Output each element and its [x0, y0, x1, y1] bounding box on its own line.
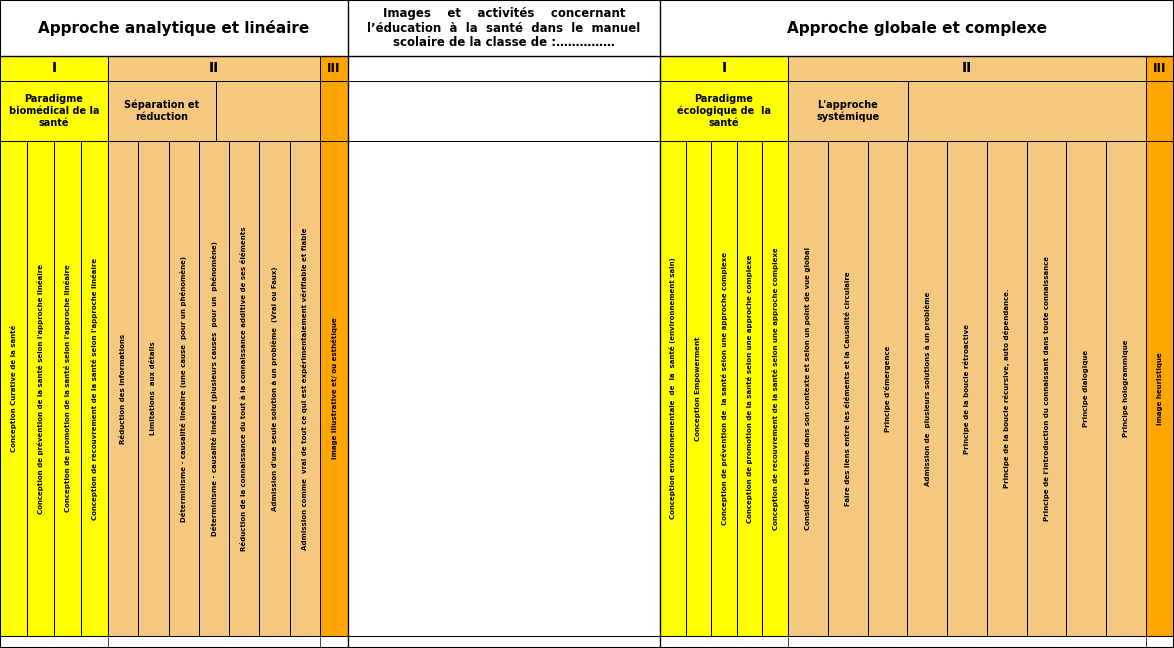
Bar — [908, 81, 1146, 141]
Text: Image illustrative et/ ou esthétique: Image illustrative et/ ou esthétique — [331, 318, 337, 459]
Bar — [321, 81, 348, 141]
Text: I: I — [722, 62, 727, 76]
Text: Image heuristique: Image heuristique — [1158, 352, 1163, 425]
Bar — [348, 636, 660, 648]
Bar — [27, 141, 54, 636]
Bar — [711, 141, 737, 636]
Text: Admission de  plusieurs solutions à un problème: Admission de plusieurs solutions à un pr… — [924, 292, 931, 486]
Bar — [1146, 141, 1174, 636]
Bar — [660, 0, 1174, 56]
Bar — [169, 141, 198, 636]
Bar — [868, 141, 908, 636]
Text: Conception de promotion de la santé selon l'approche linéaire: Conception de promotion de la santé selo… — [65, 264, 70, 513]
Bar — [828, 141, 868, 636]
Bar — [0, 0, 348, 56]
Bar — [660, 81, 788, 141]
Text: Principe de l'introduction du connaissant dans toute connaissance: Principe de l'introduction du connaissan… — [1044, 256, 1050, 521]
Bar — [788, 81, 908, 141]
Text: Conception Curative de la santé: Conception Curative de la santé — [11, 325, 16, 452]
Bar — [1146, 81, 1174, 141]
Text: Déterminisme - causalité linéaire (une cause  pour un phénomène): Déterminisme - causalité linéaire (une c… — [181, 255, 187, 522]
Text: Réduction des informations: Réduction des informations — [120, 334, 126, 444]
Bar — [762, 141, 788, 636]
Bar — [660, 141, 686, 636]
Text: Principe de la boucle rétroactive: Principe de la boucle rétroactive — [964, 323, 971, 454]
Text: II: II — [962, 62, 972, 76]
Bar — [947, 141, 987, 636]
Text: Conception de prévention de la santé selon l'approche linéaire: Conception de prévention de la santé sel… — [38, 264, 43, 513]
Text: Principe dialogique: Principe dialogique — [1084, 350, 1089, 427]
Text: I: I — [52, 62, 56, 76]
Bar — [908, 141, 947, 636]
Text: Déterminisme - causalité linéaire (plusieurs causes  pour un  phénomène): Déterminisme - causalité linéaire (plusi… — [210, 241, 217, 536]
Bar — [139, 141, 169, 636]
Text: Approche analytique et linéaire: Approche analytique et linéaire — [39, 20, 310, 36]
Text: Conception de recouvrement de la santé selon l'approche linéaire: Conception de recouvrement de la santé s… — [92, 257, 97, 520]
Bar — [0, 56, 108, 81]
Bar — [216, 81, 321, 141]
Bar — [0, 636, 348, 648]
Bar — [737, 141, 762, 636]
Text: Réduction de la connaissance du tout à la connaissance additive de ses éléments: Réduction de la connaissance du tout à l… — [242, 226, 248, 551]
Bar — [686, 141, 711, 636]
Bar — [108, 56, 321, 81]
Text: Conception Empowerment: Conception Empowerment — [695, 336, 701, 441]
Text: Paradigme
écologique de  la
santé: Paradigme écologique de la santé — [677, 94, 771, 128]
Bar — [987, 141, 1027, 636]
Bar — [348, 81, 660, 141]
Bar — [660, 636, 1174, 648]
Bar — [198, 141, 229, 636]
Bar — [788, 141, 828, 636]
Bar — [290, 141, 321, 636]
Bar — [229, 141, 259, 636]
Text: Admission comme  vrai de tout ce qui est expérimentalement vérifiable et fiable: Admission comme vrai de tout ce qui est … — [302, 227, 309, 550]
Bar — [1146, 56, 1174, 81]
Bar — [348, 56, 660, 81]
Text: Principe de la boucle récursive, auto dépendance.: Principe de la boucle récursive, auto dé… — [1004, 289, 1011, 489]
Text: Principe d'émergence: Principe d'émergence — [884, 345, 891, 432]
Text: III: III — [328, 62, 340, 75]
Bar — [1066, 141, 1106, 636]
Text: Faire des liens entre les éléments et la Causalité circulaire: Faire des liens entre les éléments et la… — [844, 271, 851, 506]
Bar — [0, 81, 108, 141]
Bar — [1027, 141, 1066, 636]
Text: Conception de prévention de  la santé selon une approche complexe: Conception de prévention de la santé sel… — [721, 252, 728, 525]
Bar — [1106, 141, 1146, 636]
Bar — [108, 81, 216, 141]
Text: Séparation et
réduction: Séparation et réduction — [124, 100, 200, 122]
Text: III: III — [1153, 62, 1167, 75]
Text: Admission d'une seule solution à un problème  (Vrai ou Faux): Admission d'une seule solution à un prob… — [271, 266, 278, 511]
Text: Principe hologrammique: Principe hologrammique — [1124, 340, 1129, 437]
Bar — [321, 141, 348, 636]
Bar — [788, 56, 1146, 81]
Bar — [108, 141, 139, 636]
Bar — [259, 141, 290, 636]
Text: Approche globale et complexe: Approche globale et complexe — [787, 21, 1047, 36]
Bar — [54, 141, 81, 636]
Text: Conception de recouvrement de la santé selon une approche complexe: Conception de recouvrement de la santé s… — [771, 247, 778, 530]
Bar — [321, 56, 348, 81]
Text: II: II — [209, 62, 220, 76]
Text: Conception environnementale  de  la  santé (environnement sain): Conception environnementale de la santé … — [669, 258, 676, 520]
Text: Images    et    activités    concernant
l’éducation  à  la  santé  dans  le  man: Images et activités concernant l’éducati… — [367, 6, 641, 49]
Bar — [81, 141, 108, 636]
Bar — [348, 141, 660, 636]
Text: Limitations  aux détails: Limitations aux détails — [150, 341, 156, 435]
Bar — [348, 0, 660, 56]
Text: Conception de promotion de la santé selon une approche complexe: Conception de promotion de la santé selo… — [747, 255, 753, 523]
Text: Paradigme
biomédical de la
santé: Paradigme biomédical de la santé — [8, 95, 100, 128]
Bar — [0, 141, 27, 636]
Text: L'approche
systémique: L'approche systémique — [816, 100, 879, 122]
Bar — [660, 56, 788, 81]
Text: Considérer le thème dans son contexte et selon un point de vue global: Considérer le thème dans son contexte et… — [804, 247, 811, 530]
